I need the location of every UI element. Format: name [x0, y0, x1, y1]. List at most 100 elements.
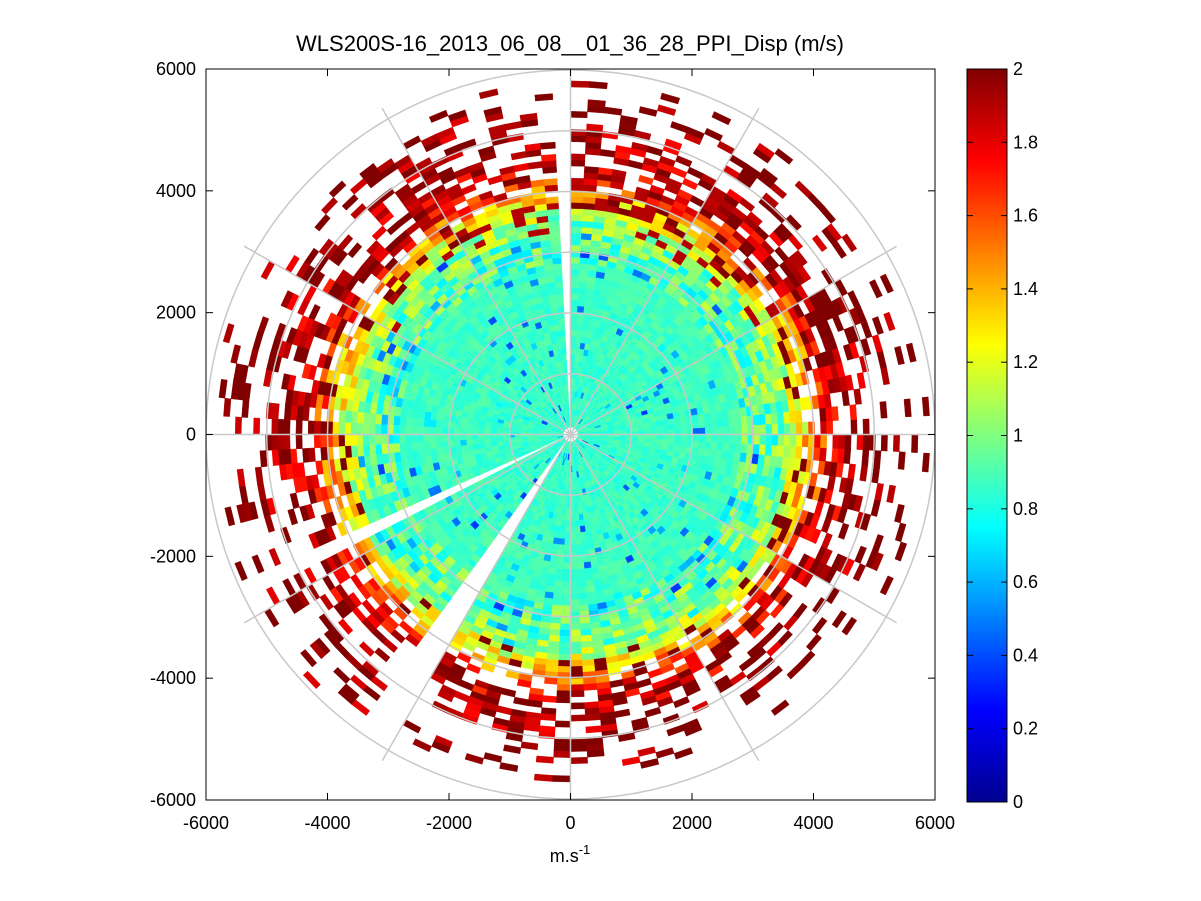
- data-cell: [411, 442, 419, 452]
- data-cell: [435, 440, 443, 449]
- data-cell: [398, 434, 406, 444]
- data-cell: [680, 422, 688, 429]
- data-cell: [570, 220, 582, 228]
- data-cell: [393, 443, 401, 454]
- data-cell: [698, 427, 706, 435]
- data-cell: [883, 311, 896, 332]
- data-cell: [454, 445, 462, 453]
- data-cell: [782, 411, 791, 424]
- data-cell: [417, 426, 424, 435]
- data-cell: [350, 422, 358, 435]
- data-cell: [570, 665, 584, 673]
- data-cell: [295, 434, 303, 450]
- data-cell: [374, 424, 382, 435]
- data-cell: [785, 214, 802, 231]
- data-cell: [350, 411, 359, 424]
- data-cell: [562, 581, 571, 588]
- data-cell: [542, 695, 558, 703]
- data-cell: [588, 81, 608, 90]
- data-cell: [399, 416, 407, 427]
- data-cell: [570, 738, 588, 746]
- data-cell: [555, 519, 562, 527]
- data-cell: [587, 99, 606, 108]
- data-cell: [549, 561, 558, 569]
- data-cell: [561, 599, 571, 607]
- data-cell: [553, 738, 571, 746]
- data-cell: [380, 424, 388, 435]
- data-cell: [578, 348, 585, 356]
- data-cell: [368, 444, 377, 456]
- data-cell: [556, 305, 565, 313]
- data-cell: [577, 281, 587, 289]
- data-cell: [429, 419, 437, 428]
- data-cell: [574, 514, 580, 521]
- data-cell: [560, 520, 567, 527]
- data-cell: [728, 416, 736, 427]
- data-cell: [478, 424, 485, 431]
- data-cell: [579, 604, 590, 612]
- data-cell: [752, 414, 761, 426]
- data-cell: [579, 616, 591, 625]
- data-cell: [692, 427, 700, 435]
- data-cell: [575, 329, 582, 337]
- data-cell: [277, 418, 285, 435]
- data-cell: [579, 342, 586, 350]
- data-cell: [556, 562, 565, 570]
- data-cell: [580, 330, 588, 338]
- data-cell: [552, 263, 563, 271]
- data-cell: [580, 226, 593, 235]
- data-cell: [435, 434, 443, 442]
- data-cell: [662, 429, 670, 435]
- data-cell: [650, 425, 657, 431]
- data-cell: [253, 417, 261, 435]
- data-cell: [429, 441, 437, 450]
- data-cell: [563, 556, 571, 564]
- data-cell: [564, 538, 571, 546]
- data-cell: [405, 442, 413, 453]
- data-cell: [547, 214, 560, 223]
- data-cell: [548, 226, 561, 235]
- data-cell: [465, 423, 473, 430]
- chart-title: WLS200S-16_2013_06_08__01_36_28_PPI_Disp…: [296, 31, 844, 56]
- data-cell: [570, 684, 585, 692]
- data-cell: [729, 425, 736, 435]
- data-cell: [795, 409, 803, 423]
- data-cell: [559, 532, 566, 540]
- data-cell: [562, 568, 571, 576]
- data-cell: [562, 574, 571, 582]
- data-cell: [583, 677, 597, 685]
- data-cell: [570, 335, 576, 343]
- data-cell: [549, 232, 561, 241]
- data-cell: [545, 659, 559, 667]
- data-cell: [436, 413, 444, 422]
- data-cell: [466, 417, 474, 425]
- data-cell: [570, 623, 581, 631]
- data-cell: [770, 412, 779, 425]
- data-cell: [362, 444, 371, 457]
- data-cell: [664, 138, 683, 151]
- data-cell: [552, 598, 563, 606]
- data-cell: [704, 127, 723, 142]
- data-cell: [362, 412, 371, 425]
- data-cell: [344, 410, 353, 424]
- data-cell: [575, 532, 582, 540]
- data-cell: [831, 406, 839, 422]
- data-cell: [576, 562, 585, 570]
- data-cell: [741, 424, 749, 435]
- data-cell: [788, 410, 797, 424]
- data-cell: [554, 525, 562, 533]
- data-cell: [572, 378, 577, 386]
- data-cell: [338, 446, 346, 460]
- data-cell: [313, 434, 321, 449]
- data-cell: [557, 678, 571, 686]
- data-cell: [570, 305, 578, 313]
- data-cell: [459, 434, 467, 441]
- data-cell: [417, 434, 424, 443]
- data-cell: [556, 556, 565, 564]
- data-cell: [484, 425, 491, 431]
- data-cell: [553, 750, 571, 758]
- data-cell: [271, 434, 279, 451]
- data-cell: [570, 80, 590, 88]
- data-cell: [429, 434, 437, 443]
- data-cell: [417, 418, 425, 428]
